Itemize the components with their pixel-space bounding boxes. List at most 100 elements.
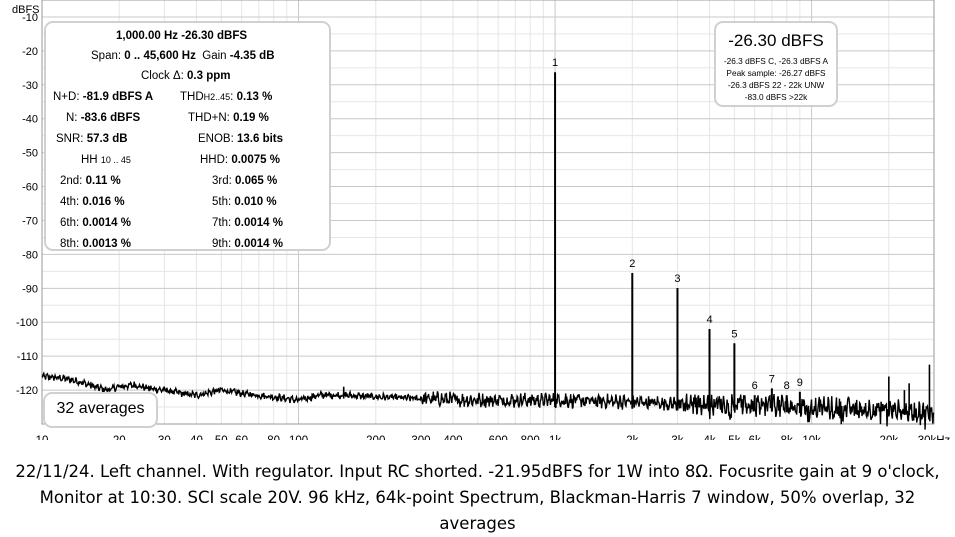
harmonic-labels: 1 2 3 4 5 678 9 <box>552 57 803 392</box>
x-tick-label: 400 <box>443 435 462 440</box>
x-tick-label: 1k <box>549 435 561 440</box>
harmonic-peaks <box>554 72 801 414</box>
harmonic-label-5: 5 <box>731 328 737 340</box>
noise-floor-trace <box>41 371 935 430</box>
x-tick-label: 30 <box>158 435 171 440</box>
thd-value: 0.13 % <box>236 91 273 103</box>
y-tick-label: -10 <box>22 12 38 24</box>
y-tick-label: -90 <box>22 283 38 295</box>
x-axis-ticks: 10 20 30 40 50 60 80 100 200 300 400 600 800 1k 2k 3k 4k… <box>36 435 951 440</box>
y-tick-label: -20 <box>22 46 38 58</box>
h3-value: 0.065 % <box>235 175 278 187</box>
h2-value: 0.11 % <box>85 175 121 187</box>
snr-label: SNR: <box>56 133 84 145</box>
x-tick-label: 50 <box>215 435 228 440</box>
h3-label: 3rd: <box>212 175 232 187</box>
h9-label: 9th: <box>212 238 232 250</box>
thdn-value: 0.19 % <box>233 112 269 124</box>
h4-value: 0.016 % <box>82 196 125 208</box>
x-tick-label: 6k <box>749 435 761 440</box>
x-tick-label: 300 <box>411 435 430 440</box>
h8-value: 0.0013 % <box>82 238 131 250</box>
x-tick-label: 600 <box>489 435 508 440</box>
hh-label: HH <box>81 154 98 166</box>
harmonic-label-1: 1 <box>552 57 558 69</box>
span-label: Span: <box>91 50 122 62</box>
y-tick-label: -30 <box>22 80 38 92</box>
y-tick-label: -40 <box>22 114 38 126</box>
enob-value: 13.6 bits <box>237 133 284 145</box>
x-tick-label: 10k <box>802 435 821 440</box>
x-tick-label: 800 <box>521 435 540 440</box>
x-tick-label: 3k <box>671 435 683 440</box>
h5-label: 5th: <box>212 196 232 208</box>
level-unweighted: -26.3 dBFS 22 - 22k UNW <box>727 80 825 90</box>
measurement-stats-panel: 1,000.00 Hz -26.30 dBFS Span: 0 .. 45,60… <box>44 21 331 251</box>
thd-label: THD <box>180 91 204 103</box>
x-tick-label: 10 <box>36 435 49 440</box>
x-tick-label: 2k <box>626 435 638 440</box>
x-tick-label: 200 <box>366 435 385 440</box>
harmonic-label-6: 6 <box>752 380 758 392</box>
h6-value: 0.0014 % <box>82 217 131 229</box>
x-tick-label: 100 <box>289 435 308 440</box>
x-tick-label: 20 <box>113 435 126 440</box>
x-tick-label: 40 <box>190 435 203 440</box>
y-tick-label: -120 <box>16 385 38 397</box>
x-tick-label: 5k <box>728 435 740 440</box>
chart-caption: 22/11/24. Left channel. With regulator. … <box>0 459 955 537</box>
caption-line-1: 22/11/24. Left channel. With regulator. … <box>15 462 940 481</box>
h4-label: 4th: <box>60 196 80 208</box>
y-tick-label: -70 <box>22 215 38 227</box>
harmonic-label-3: 3 <box>674 273 680 285</box>
averages-panel: 32 averages <box>43 392 158 428</box>
y-tick-label: -50 <box>22 148 38 160</box>
thd-subscript: H2..45 <box>203 92 231 102</box>
gain-label: Gain <box>202 50 227 62</box>
harmonic-label-4: 4 <box>706 314 712 326</box>
gain-value: -4.35 dB <box>229 50 275 62</box>
level-above-22k: -83.0 dBFS >22k <box>744 92 808 102</box>
x-tick-label: 80 <box>267 435 280 440</box>
plot-frame <box>41 0 935 425</box>
clock-value: 0.3 ppm <box>187 70 231 82</box>
spectrum-trace-layer <box>41 364 935 430</box>
snr-value: 57.3 dB <box>86 133 128 145</box>
x-tick-label: 20k <box>880 435 899 440</box>
y-tick-label: -80 <box>22 249 38 261</box>
h7-label: 7th: <box>212 217 232 229</box>
h7-value: 0.0014 % <box>234 217 283 229</box>
nd-value: -81.9 dBFS A <box>82 91 154 103</box>
y-axis-ticks: -10 -20 -30 -40 -50 -60 -70 -80 -90 -100 -110 -120 <box>16 12 38 397</box>
y-tick-label: -110 <box>17 351 38 363</box>
thdn-label: THD+N: <box>188 112 230 124</box>
clock-label: Clock Δ: <box>141 70 184 82</box>
peak-sample: Peak sample: -26.27 dBFS <box>726 68 826 78</box>
h9-value: 0.0014 % <box>234 238 283 250</box>
y-tick-label: -100 <box>16 317 38 329</box>
noise-label: N: <box>66 112 78 124</box>
level-readout-panel: -26.30 dBFS -26.3 dBFS C, -26.3 dBFS A P… <box>714 21 838 107</box>
level-value: -26.30 dBFS <box>728 31 824 50</box>
span-value: 0 .. 45,600 Hz <box>124 50 196 62</box>
x-tick-label: 60 <box>235 435 248 440</box>
h2-label: 2nd: <box>60 175 83 187</box>
hhd-value: 0.0075 % <box>231 154 280 166</box>
x-tick-label: 30kHz <box>918 435 951 440</box>
y-tick-label: -60 <box>22 182 38 194</box>
harmonic-label-7: 7 <box>769 373 775 385</box>
y-axis-label: dBFS <box>12 4 40 16</box>
hh-range: 10 .. 45 <box>100 155 131 165</box>
averages-label: 32 averages <box>56 400 145 417</box>
enob-label: ENOB: <box>198 133 234 145</box>
h6-label: 6th: <box>60 217 80 229</box>
h8-label: 8th: <box>60 238 80 250</box>
nd-label: N+D: <box>53 91 80 103</box>
level-weighted: -26.3 dBFS C, -26.3 dBFS A <box>723 56 829 66</box>
h5-value: 0.010 % <box>234 196 277 208</box>
harmonic-label-9: 9 <box>797 377 803 389</box>
hhd-label: HHD: <box>200 154 229 166</box>
fundamental-readout: 1,000.00 Hz -26.30 dBFS <box>116 30 248 42</box>
noise-value: -83.6 dBFS <box>80 112 141 124</box>
x-tick-label: 4k <box>703 435 715 440</box>
